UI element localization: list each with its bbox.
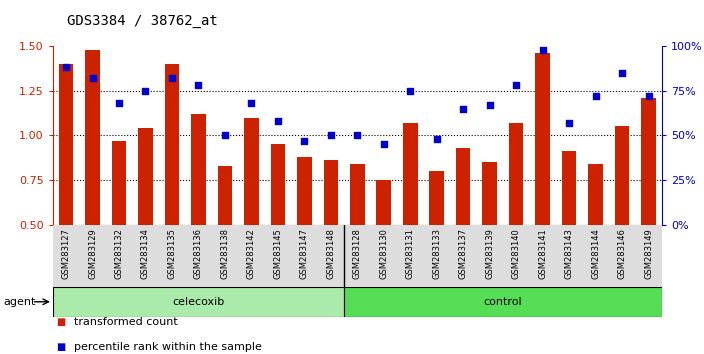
Text: GSM283149: GSM283149 <box>644 228 653 279</box>
Point <box>405 88 416 93</box>
Text: GSM283144: GSM283144 <box>591 228 600 279</box>
Bar <box>377 180 391 314</box>
Point <box>193 82 204 88</box>
Bar <box>218 166 232 314</box>
Text: GSM283127: GSM283127 <box>61 228 70 279</box>
Point <box>643 93 654 99</box>
Bar <box>297 157 312 314</box>
Text: GSM283131: GSM283131 <box>406 228 415 279</box>
Text: GSM283134: GSM283134 <box>141 228 150 279</box>
Bar <box>589 164 603 314</box>
Point <box>113 101 125 106</box>
Point <box>510 82 522 88</box>
Bar <box>53 287 344 317</box>
Bar <box>244 118 258 314</box>
Text: GSM283133: GSM283133 <box>432 228 441 279</box>
Bar <box>350 164 365 314</box>
Point <box>484 102 496 108</box>
Text: transformed count: transformed count <box>74 317 177 327</box>
Bar <box>270 144 285 314</box>
Point <box>537 47 548 52</box>
Text: GSM283140: GSM283140 <box>512 228 521 279</box>
Bar <box>165 64 180 314</box>
Text: ■: ■ <box>56 317 65 327</box>
Bar <box>403 123 417 314</box>
Point <box>87 75 98 81</box>
Bar <box>509 123 523 314</box>
Text: ■: ■ <box>56 342 65 352</box>
Text: GSM283132: GSM283132 <box>115 228 123 279</box>
Bar <box>535 53 550 314</box>
Bar <box>456 148 470 314</box>
Point <box>61 65 72 70</box>
Bar <box>138 128 153 314</box>
Point <box>458 106 469 112</box>
Point <box>351 132 363 138</box>
Text: GSM283142: GSM283142 <box>247 228 256 279</box>
Point <box>272 118 284 124</box>
Point <box>219 132 230 138</box>
Text: GSM283139: GSM283139 <box>485 228 494 279</box>
Bar <box>429 171 444 314</box>
Bar <box>191 114 206 314</box>
Text: control: control <box>484 297 522 307</box>
Text: GSM283135: GSM283135 <box>168 228 177 279</box>
Point <box>140 88 151 93</box>
Text: GSM283141: GSM283141 <box>538 228 547 279</box>
Text: percentile rank within the sample: percentile rank within the sample <box>74 342 262 352</box>
Point <box>431 136 442 142</box>
Bar <box>562 152 577 314</box>
Point <box>325 132 337 138</box>
Point <box>590 93 601 99</box>
Bar <box>344 287 662 317</box>
Bar <box>641 98 656 314</box>
Bar <box>58 64 73 314</box>
Point <box>563 120 574 126</box>
Bar <box>482 162 497 314</box>
Text: GSM283137: GSM283137 <box>459 228 467 279</box>
Text: celecoxib: celecoxib <box>172 297 225 307</box>
Text: GSM283148: GSM283148 <box>326 228 335 279</box>
Text: GSM283129: GSM283129 <box>88 228 97 279</box>
Bar <box>324 160 338 314</box>
Text: GSM283136: GSM283136 <box>194 228 203 279</box>
Text: GSM283145: GSM283145 <box>273 228 282 279</box>
Text: GSM283146: GSM283146 <box>617 228 627 279</box>
Text: GSM283143: GSM283143 <box>565 228 574 279</box>
Text: agent: agent <box>4 297 36 307</box>
Point <box>298 138 310 144</box>
Point <box>246 101 257 106</box>
Text: GSM283130: GSM283130 <box>379 228 389 279</box>
Bar <box>615 126 629 314</box>
Bar <box>112 141 126 314</box>
Point <box>166 75 177 81</box>
Text: GSM283138: GSM283138 <box>220 228 230 279</box>
Bar <box>85 50 100 314</box>
Point <box>617 70 628 76</box>
Text: GSM283128: GSM283128 <box>353 228 362 279</box>
Text: GSM283147: GSM283147 <box>300 228 309 279</box>
Text: GDS3384 / 38762_at: GDS3384 / 38762_at <box>67 14 218 28</box>
Point <box>378 142 389 147</box>
